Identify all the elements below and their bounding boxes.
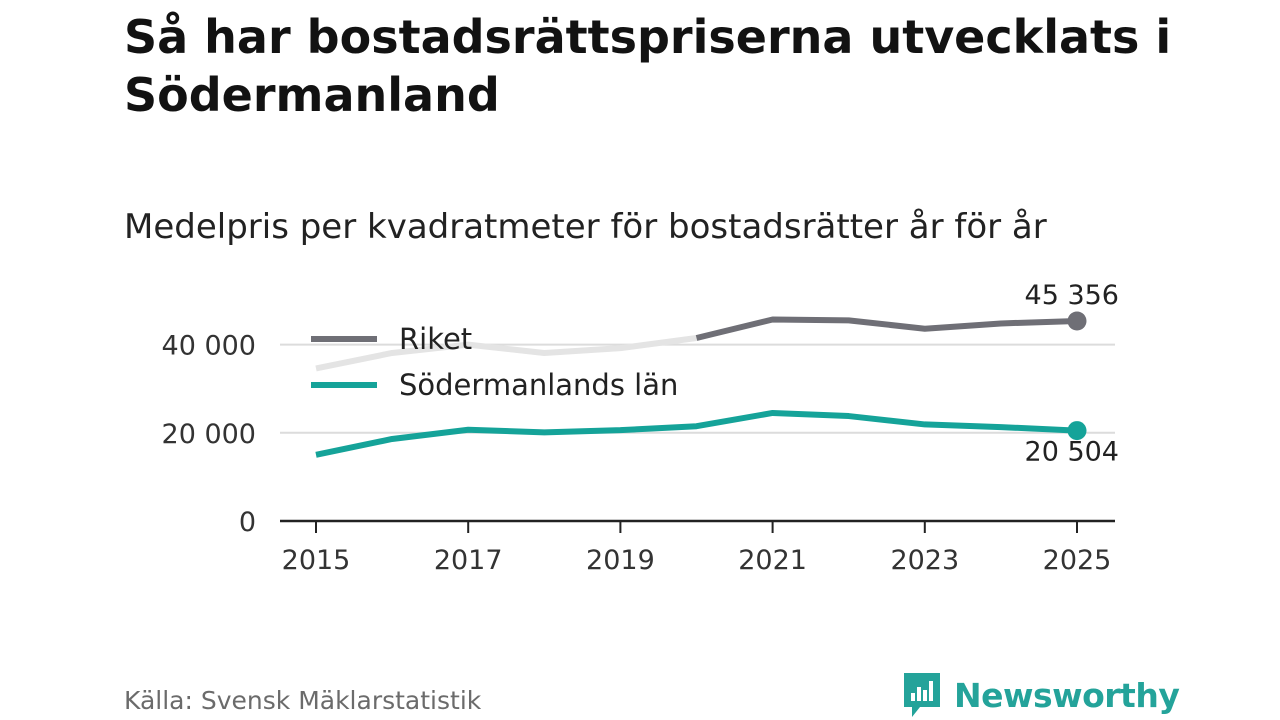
endpoint-label-riket: 45 356 (1025, 280, 1119, 311)
legend-label-riket: Riket (399, 322, 472, 356)
y-tick-label: 0 (239, 507, 256, 538)
source-note: Källa: Svensk Mäklarstatistik (124, 686, 482, 715)
newsworthy-logo-icon (904, 673, 940, 717)
brand-name: Newsworthy (954, 675, 1180, 715)
endpoint-marker-riket (1067, 311, 1087, 331)
legend: Riket Södermanlands län (311, 322, 678, 402)
y-axis-ticks: 0 20 000 40 000 (162, 331, 256, 538)
x-tick-label: 2019 (586, 545, 655, 576)
x-tick-label: 2023 (890, 545, 959, 576)
chart-subtitle: Medelpris per kvadratmeter för bostadsrä… (124, 207, 1047, 247)
y-tick-label: 20 000 (162, 419, 256, 450)
legend-label-sodermanland: Södermanlands län (399, 368, 678, 402)
chart-title: Så har bostadsrättspriserna utvecklats i… (124, 10, 1172, 122)
y-tick-label: 40 000 (162, 331, 256, 362)
series-lines (315, 316, 1078, 458)
brand: Newsworthy (902, 670, 1180, 720)
x-tick-label: 2015 (282, 545, 351, 576)
series-endpoints: 45 356 20 504 (1025, 280, 1119, 468)
x-axis: 2015 2017 2019 2021 2023 2025 (280, 519, 1115, 576)
line-chart: 0 20 000 40 000 2015 2017 2019 2021 2023 2025 R… (162, 280, 1119, 576)
series-line-riket (695, 316, 1078, 341)
endpoint-marker-s-dermanlands-l-n (1067, 421, 1087, 441)
series-line-s-dermanlands-l-n (315, 409, 1078, 458)
x-tick-label: 2017 (434, 545, 503, 576)
series-line-riket-faded (315, 335, 697, 372)
x-tick-label: 2025 (1043, 545, 1112, 576)
endpoint-label-s-dermanlands-l-n: 20 504 (1025, 437, 1119, 468)
x-tick-label: 2021 (738, 545, 807, 576)
